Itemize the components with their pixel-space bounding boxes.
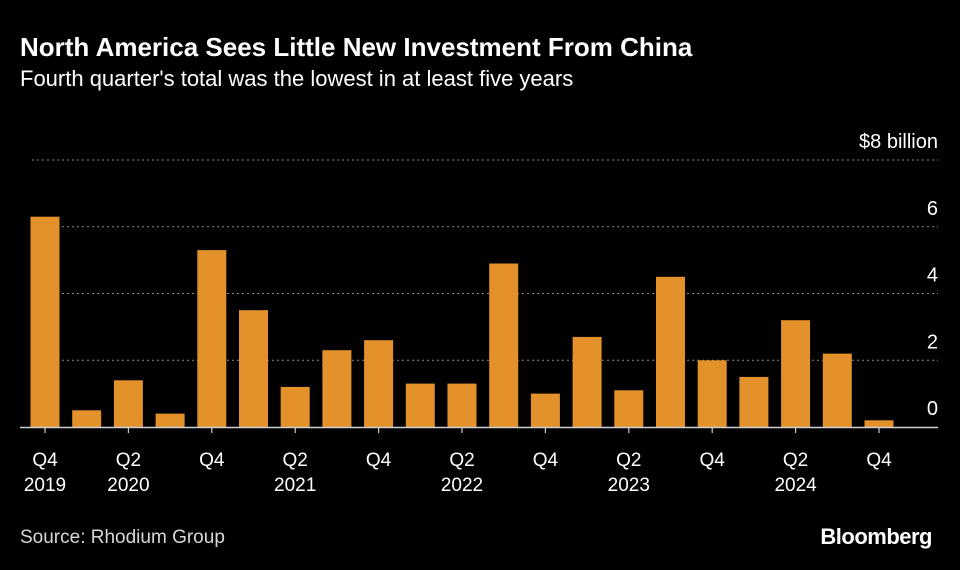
bar-q1-2021 bbox=[239, 310, 268, 427]
x-tick-label-quarter: Q4 bbox=[366, 450, 392, 471]
source-note: Source: Rhodium Group bbox=[20, 527, 225, 548]
x-tick-label-year: 2022 bbox=[441, 475, 483, 496]
bar-q1-2020 bbox=[72, 410, 102, 427]
bar-q3-2024 bbox=[822, 353, 852, 427]
bar-q1-2023 bbox=[572, 336, 602, 427]
bar-q2-2023 bbox=[614, 390, 644, 427]
chart-title: North America Sees Little New Investment… bbox=[20, 32, 693, 62]
y-tick-label-2: 2 bbox=[927, 331, 938, 353]
x-tick-label-quarter: Q2 bbox=[116, 450, 141, 471]
y-tick-label-4: 4 bbox=[927, 265, 938, 287]
x-tick-label-quarter: Q4 bbox=[32, 450, 58, 471]
x-tick-label-quarter: Q4 bbox=[700, 450, 726, 471]
bar-q3-2021 bbox=[322, 350, 352, 427]
x-tick-label-quarter: Q2 bbox=[783, 450, 808, 471]
x-tick-label-year: 2019 bbox=[24, 475, 66, 496]
bar-q3-2020 bbox=[155, 413, 185, 427]
x-tick-label-quarter: Q2 bbox=[283, 450, 308, 471]
bar-q1-2024 bbox=[739, 376, 769, 427]
x-tick-label-quarter: Q4 bbox=[533, 450, 559, 471]
bar-q4-2019 bbox=[30, 216, 60, 427]
chart-subtitle: Fourth quarter's total was the lowest in… bbox=[20, 66, 574, 91]
x-tick-label-quarter: Q4 bbox=[866, 450, 892, 471]
x-tick-label-year: 2024 bbox=[774, 475, 817, 496]
x-tick-label-quarter: Q4 bbox=[199, 450, 225, 471]
bar-q4-2024 bbox=[864, 420, 894, 427]
bar-q4-2022 bbox=[530, 393, 560, 427]
bar-q4-2023 bbox=[697, 360, 727, 428]
tick-labels: 0 2 4 6 $8 billion Q4 2019 Q2 2020 Q4 Q2 2021 Q4 Q2 20… bbox=[24, 131, 938, 496]
bar-q3-2022 bbox=[489, 263, 519, 427]
bar-q2-2022 bbox=[447, 383, 477, 427]
x-axis bbox=[20, 426, 938, 433]
x-tick-label-quarter: Q2 bbox=[616, 450, 641, 471]
bars bbox=[30, 216, 894, 428]
bar-q3-2023 bbox=[656, 276, 685, 427]
bar-q4-2021 bbox=[364, 340, 394, 427]
y-tick-label-6: 6 bbox=[927, 198, 938, 220]
bar-q1-2022 bbox=[405, 383, 435, 427]
x-tick-label-year: 2020 bbox=[107, 475, 149, 496]
x-tick-label-year: 2021 bbox=[274, 475, 316, 496]
y-tick-label-8: $8 billion bbox=[859, 131, 938, 153]
bar-q2-2021 bbox=[280, 386, 310, 427]
bar-q2-2020 bbox=[113, 380, 143, 427]
bloomberg-logo: Bloomberg bbox=[820, 524, 932, 549]
x-tick-label-quarter: Q2 bbox=[449, 450, 474, 471]
bar-q2-2024 bbox=[781, 320, 811, 427]
bar-q4-2020 bbox=[197, 250, 227, 427]
y-tick-label-0: 0 bbox=[927, 398, 938, 420]
x-tick-label-year: 2023 bbox=[608, 475, 650, 496]
